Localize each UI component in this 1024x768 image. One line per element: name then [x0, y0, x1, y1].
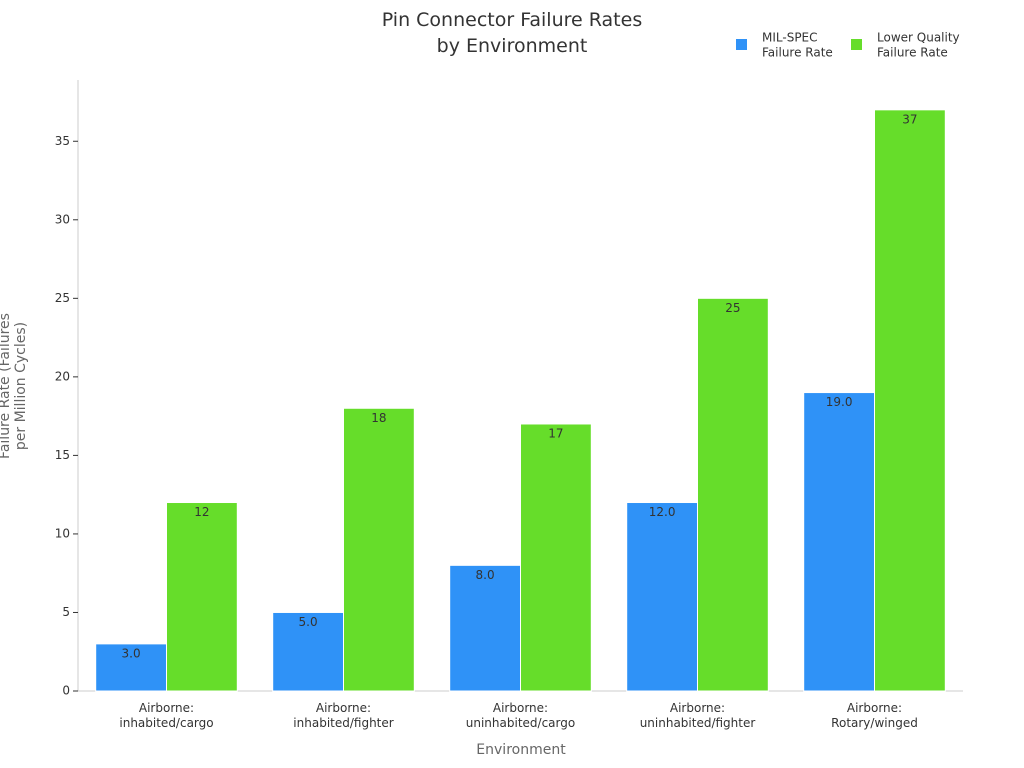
x-tick-label: Airborne: inhabited/cargo — [119, 701, 213, 730]
bar — [803, 392, 876, 692]
y-tick-label: 15 — [55, 448, 70, 462]
y-tick-label: 5 — [62, 605, 70, 619]
bar — [449, 564, 522, 692]
legend-swatch — [736, 39, 747, 50]
x-tick-label: Airborne: uninhabited/cargo — [466, 701, 575, 730]
bar — [520, 423, 592, 692]
y-axis-title: Failure Rate (Failuresper Million Cycles… — [0, 313, 29, 459]
value-label: 37 — [902, 112, 917, 126]
value-label: 12.0 — [649, 505, 676, 519]
bar — [697, 297, 769, 692]
x-tick-label: Airborne: Rotary/winged — [831, 701, 918, 730]
x-tick-label: Airborne: uninhabited/fighter — [640, 701, 756, 730]
y-tick-label: 35 — [55, 134, 70, 148]
value-label: 18 — [371, 411, 386, 425]
value-label: 3.0 — [122, 646, 141, 660]
value-label: 8.0 — [476, 568, 495, 582]
bar — [343, 407, 415, 692]
chart-title: Pin Connector Failure Rates by Environmen… — [382, 9, 642, 57]
y-tick-label: 0 — [62, 684, 70, 698]
value-label: 25 — [725, 301, 740, 315]
legend-label: MIL-SPEC Failure Rate — [762, 30, 833, 59]
x-tick-label: Airborne: inhabited/fighter — [293, 701, 393, 730]
value-label: 5.0 — [299, 615, 318, 629]
bar — [272, 611, 345, 692]
value-label: 12 — [194, 505, 209, 519]
y-tick-label: 30 — [55, 212, 70, 226]
legend-swatch — [851, 39, 862, 50]
value-label: 17 — [548, 426, 563, 440]
y-tick-label: 25 — [55, 291, 70, 305]
value-label: 19.0 — [826, 395, 853, 409]
bar — [626, 502, 699, 692]
legend-label: Lower Quality Failure Rate — [877, 30, 960, 59]
x-axis-title: Environment — [476, 742, 566, 758]
bar — [166, 502, 238, 692]
y-tick-label: 20 — [55, 369, 70, 383]
bar — [874, 109, 946, 692]
y-tick-label: 10 — [55, 526, 70, 540]
